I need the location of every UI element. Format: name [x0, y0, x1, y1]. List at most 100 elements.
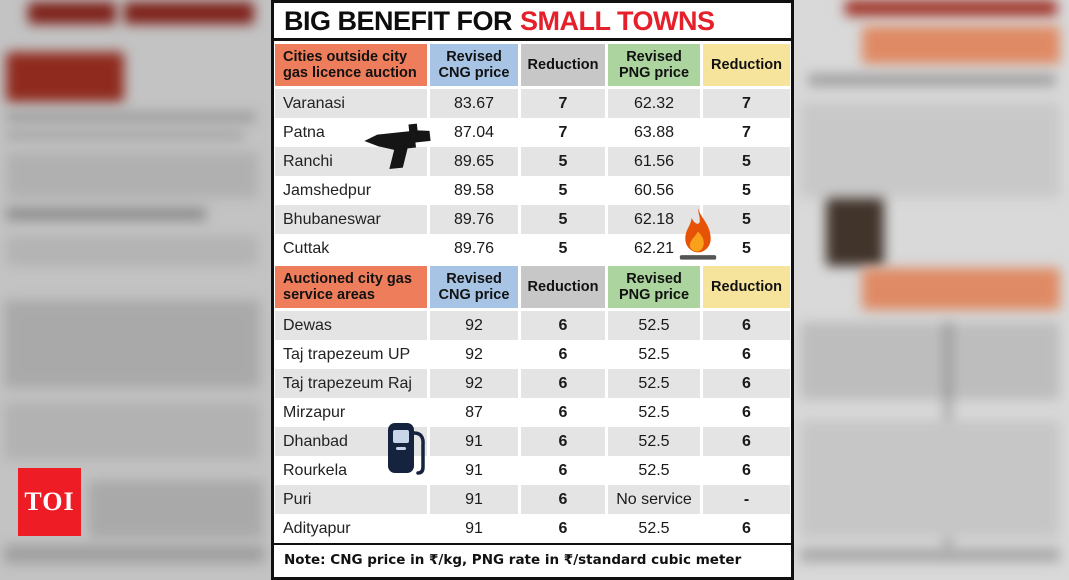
- value-cell: 62.18: [608, 205, 700, 234]
- value-cell: 87: [430, 398, 518, 427]
- blur-block: [800, 322, 1060, 400]
- value-cell: 91: [430, 456, 518, 485]
- blur-block: [6, 236, 258, 266]
- value-cell: No service: [608, 485, 700, 514]
- header-cng-reduction: Reduction: [521, 44, 605, 86]
- value-cell: 5: [703, 234, 790, 263]
- blur-block: [826, 198, 884, 266]
- blur-block: [6, 152, 258, 198]
- value-cell: 89.65: [430, 147, 518, 176]
- value-cell: 6: [703, 398, 790, 427]
- blur-block: [88, 480, 263, 538]
- value-cell: 5: [521, 234, 605, 263]
- value-cell: 52.5: [608, 427, 700, 456]
- value-cell: 6: [703, 369, 790, 398]
- blur-block: [862, 26, 1060, 64]
- blur-block: [4, 402, 260, 460]
- area-name-cell: Mirzapur: [275, 398, 427, 427]
- area-name-cell: Dewas: [275, 311, 427, 340]
- value-cell: 5: [703, 176, 790, 205]
- area-name-cell: Cuttak: [275, 234, 427, 263]
- value-cell: 91: [430, 427, 518, 456]
- blur-block: [800, 102, 1060, 198]
- header-cng-price: Revised CNG price: [430, 266, 518, 308]
- value-cell: 7: [703, 89, 790, 118]
- value-cell: 52.5: [608, 398, 700, 427]
- value-cell: 5: [703, 147, 790, 176]
- header-png-price: Revised PNG price: [608, 44, 700, 86]
- blur-block: [800, 548, 1060, 562]
- value-cell: 91: [430, 514, 518, 543]
- value-cell: 5: [521, 205, 605, 234]
- value-cell: 6: [703, 311, 790, 340]
- value-cell: 92: [430, 311, 518, 340]
- area-name-cell: Puri: [275, 485, 427, 514]
- value-cell: 6: [521, 456, 605, 485]
- gas-flame-icon: [678, 206, 718, 262]
- area-name-cell: Taj trapezeum UP: [275, 340, 427, 369]
- footnote: Note: CNG price in ₹/kg, PNG rate in ₹/s…: [274, 543, 791, 568]
- toi-logo-text: TOI: [24, 487, 75, 516]
- blur-block: [4, 545, 264, 563]
- blur-block: [862, 268, 1060, 310]
- area-name-cell: Bhubaneswar: [275, 205, 427, 234]
- value-cell: 7: [703, 118, 790, 147]
- infographic-panel: BIG BENEFIT FOR SMALL TOWNS Cities outsi…: [271, 0, 794, 580]
- value-cell: 52.5: [608, 340, 700, 369]
- header-png-price: Revised PNG price: [608, 266, 700, 308]
- value-cell: 52.5: [608, 311, 700, 340]
- value-cell: 6: [521, 514, 605, 543]
- blur-block: [800, 420, 1060, 538]
- cng-nozzle-icon: [357, 115, 438, 177]
- blur-block: [845, 0, 1057, 16]
- blur-block: [6, 52, 124, 102]
- headline-black-text: BIG BENEFIT FOR: [284, 6, 513, 36]
- area-name-cell: Varanasi: [275, 89, 427, 118]
- value-cell: 52.5: [608, 456, 700, 485]
- value-cell: 63.88: [608, 118, 700, 147]
- blur-block: [4, 300, 260, 388]
- header-png-reduction: Reduction: [703, 44, 790, 86]
- value-cell: -: [703, 485, 790, 514]
- value-cell: 7: [521, 89, 605, 118]
- gas-price-table: Cities outside city gas licence auction R…: [274, 41, 791, 543]
- value-cell: 62.32: [608, 89, 700, 118]
- value-cell: 6: [521, 369, 605, 398]
- value-cell: 60.56: [608, 176, 700, 205]
- value-cell: 89.76: [430, 205, 518, 234]
- blur-block: [124, 2, 254, 24]
- header-area: Auctioned city gas service areas: [275, 266, 427, 308]
- value-cell: 6: [521, 427, 605, 456]
- value-cell: 91: [430, 485, 518, 514]
- fuel-dispenser-icon: [384, 421, 428, 477]
- area-name-cell: Jamshedpur: [275, 176, 427, 205]
- value-cell: 5: [521, 176, 605, 205]
- value-cell: 6: [703, 514, 790, 543]
- value-cell: 6: [521, 311, 605, 340]
- header-png-reduction: Reduction: [703, 266, 790, 308]
- value-cell: 6: [703, 456, 790, 485]
- toi-logo: TOI: [18, 468, 81, 536]
- blur-block: [808, 74, 1056, 86]
- blur-block: [6, 130, 244, 140]
- value-cell: 6: [521, 485, 605, 514]
- value-cell: 6: [703, 427, 790, 456]
- value-cell: 61.56: [608, 147, 700, 176]
- blur-block: [6, 208, 206, 220]
- headline: BIG BENEFIT FOR SMALL TOWNS: [274, 3, 791, 41]
- value-cell: 6: [703, 340, 790, 369]
- value-cell: 92: [430, 369, 518, 398]
- area-name-cell: Adityapur: [275, 514, 427, 543]
- value-cell: 87.04: [430, 118, 518, 147]
- header-cng-price: Revised CNG price: [430, 44, 518, 86]
- value-cell: 92: [430, 340, 518, 369]
- area-name-cell: Taj trapezeum Raj: [275, 369, 427, 398]
- value-cell: 89.58: [430, 176, 518, 205]
- header-area: Cities outside city gas licence auction: [275, 44, 427, 86]
- value-cell: 6: [521, 398, 605, 427]
- value-cell: 89.76: [430, 234, 518, 263]
- header-cng-reduction: Reduction: [521, 266, 605, 308]
- value-cell: 5: [703, 205, 790, 234]
- value-cell: 52.5: [608, 514, 700, 543]
